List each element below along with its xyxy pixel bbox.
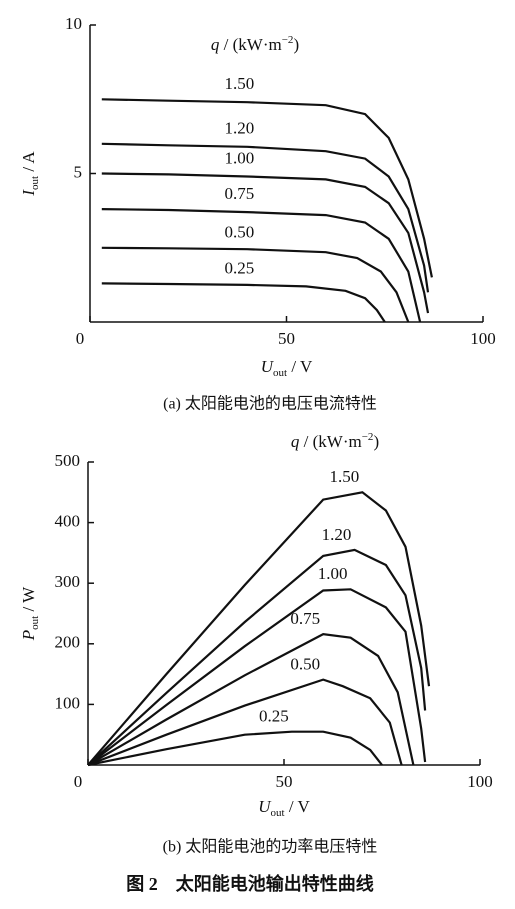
x-tick-label: 100 bbox=[470, 329, 496, 348]
series-line bbox=[101, 282, 386, 323]
legend-title-part: −2 bbox=[362, 431, 374, 443]
series-label: 1.20 bbox=[322, 525, 352, 544]
legend-title-part: q bbox=[291, 432, 300, 451]
series-label: 1.00 bbox=[318, 564, 348, 583]
series-line bbox=[101, 172, 430, 314]
x-axis-label: Uout / V bbox=[261, 357, 313, 379]
x-tick-label: 50 bbox=[276, 772, 293, 791]
caption: (a) 太阳能电池的电压电流特性 bbox=[163, 395, 377, 413]
y-tick-label: 400 bbox=[55, 512, 81, 531]
caption: (b) 太阳能电池的功率电压特性 bbox=[163, 838, 378, 856]
series-label: 0.50 bbox=[290, 654, 320, 673]
x-axis-label-part: / V bbox=[285, 797, 311, 816]
series-label: 1.00 bbox=[224, 148, 254, 167]
series-line bbox=[101, 208, 422, 323]
y-tick-label: 200 bbox=[55, 633, 81, 652]
x-axis-label-part: out bbox=[271, 807, 285, 819]
y-axis-label-part: / W bbox=[19, 586, 38, 616]
y-axis-label-part: out bbox=[29, 176, 41, 190]
series-line bbox=[87, 548, 427, 766]
x-axis-label-part: U bbox=[261, 357, 275, 376]
y-axis-label: Iout / A bbox=[19, 151, 41, 197]
series-label: 0.50 bbox=[224, 223, 254, 242]
y-axis-label-part: P bbox=[19, 630, 38, 641]
y-tick-label: 10 bbox=[65, 14, 82, 33]
legend-title: q / (kW·m−2) bbox=[291, 431, 379, 451]
x-axis-label-part: out bbox=[273, 367, 287, 379]
x-tick-label: 0 bbox=[76, 329, 85, 348]
y-axis-label-part: / A bbox=[19, 151, 38, 176]
series-line bbox=[87, 678, 403, 767]
y-axis-label-part: out bbox=[29, 616, 41, 630]
series-line bbox=[87, 730, 383, 767]
legend-title: q / (kW·m−2) bbox=[211, 34, 299, 54]
x-axis-label-part: U bbox=[258, 797, 272, 816]
legend-title-part: ) bbox=[373, 432, 379, 451]
y-tick-label: 500 bbox=[55, 451, 81, 470]
legend-title-part: q bbox=[211, 35, 220, 54]
x-axis-label: Uout / V bbox=[258, 797, 310, 819]
series-label: 0.75 bbox=[224, 184, 254, 203]
figure-caption: 图 2 太阳能电池输出特性曲线 bbox=[126, 873, 374, 894]
legend-title-part: −2 bbox=[282, 34, 294, 46]
series-label: 1.50 bbox=[224, 74, 254, 93]
series-line bbox=[87, 491, 431, 766]
series-line bbox=[87, 632, 415, 766]
series-line bbox=[87, 588, 427, 766]
y-tick-label: 100 bbox=[55, 693, 81, 712]
legend-title-part: / (kW·m bbox=[219, 35, 281, 54]
x-tick-label: 0 bbox=[74, 772, 83, 791]
y-axis-label: Pout / W bbox=[19, 586, 41, 641]
series-label: 1.50 bbox=[330, 467, 360, 486]
series-label: 1.20 bbox=[224, 119, 254, 138]
series-label: 0.75 bbox=[290, 609, 320, 628]
legend-title-part: ) bbox=[293, 35, 299, 54]
y-tick-label: 300 bbox=[55, 572, 81, 591]
y-tick-label: 5 bbox=[74, 162, 83, 181]
series-line bbox=[101, 246, 410, 323]
x-axis-label-part: / V bbox=[287, 357, 313, 376]
y-axis-label-part: I bbox=[19, 189, 38, 197]
x-tick-label: 50 bbox=[278, 329, 295, 348]
series-label: 0.25 bbox=[224, 258, 254, 277]
x-tick-label: 100 bbox=[467, 772, 493, 791]
series-label: 0.25 bbox=[259, 707, 289, 726]
legend-title-part: / (kW·m bbox=[299, 432, 361, 451]
series-line bbox=[101, 98, 433, 278]
series-line bbox=[101, 142, 430, 293]
